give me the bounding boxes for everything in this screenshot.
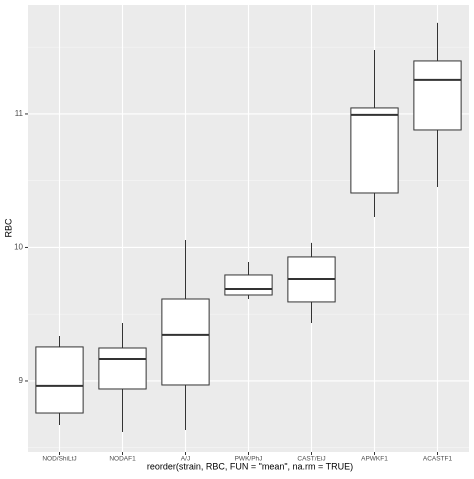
box	[35, 346, 84, 414]
x-tick-label: A/J	[181, 456, 190, 463]
x-tick-label: NOD/ShiLtJ	[42, 456, 76, 463]
x-tick-label: CAST/EiJ	[297, 456, 325, 463]
y-tick-label: 9	[19, 376, 24, 385]
x-tick-label: PWK/PhJ	[235, 456, 263, 463]
y-axis-title: RBC	[3, 218, 13, 238]
x-tick-label: NODAF1	[109, 456, 136, 463]
x-tick-label: APWKF1	[361, 456, 388, 463]
box	[161, 298, 210, 386]
box	[350, 107, 399, 194]
x-tick-label: ACASTF1	[423, 456, 453, 463]
y-tick-label: 10	[14, 243, 23, 252]
y-tick-label: 11	[15, 109, 24, 118]
box	[98, 347, 147, 390]
x-axis-title: reorder(strain, RBC, FUN = "mean", na.rm…	[147, 461, 353, 471]
box	[413, 60, 462, 131]
box	[224, 274, 273, 296]
